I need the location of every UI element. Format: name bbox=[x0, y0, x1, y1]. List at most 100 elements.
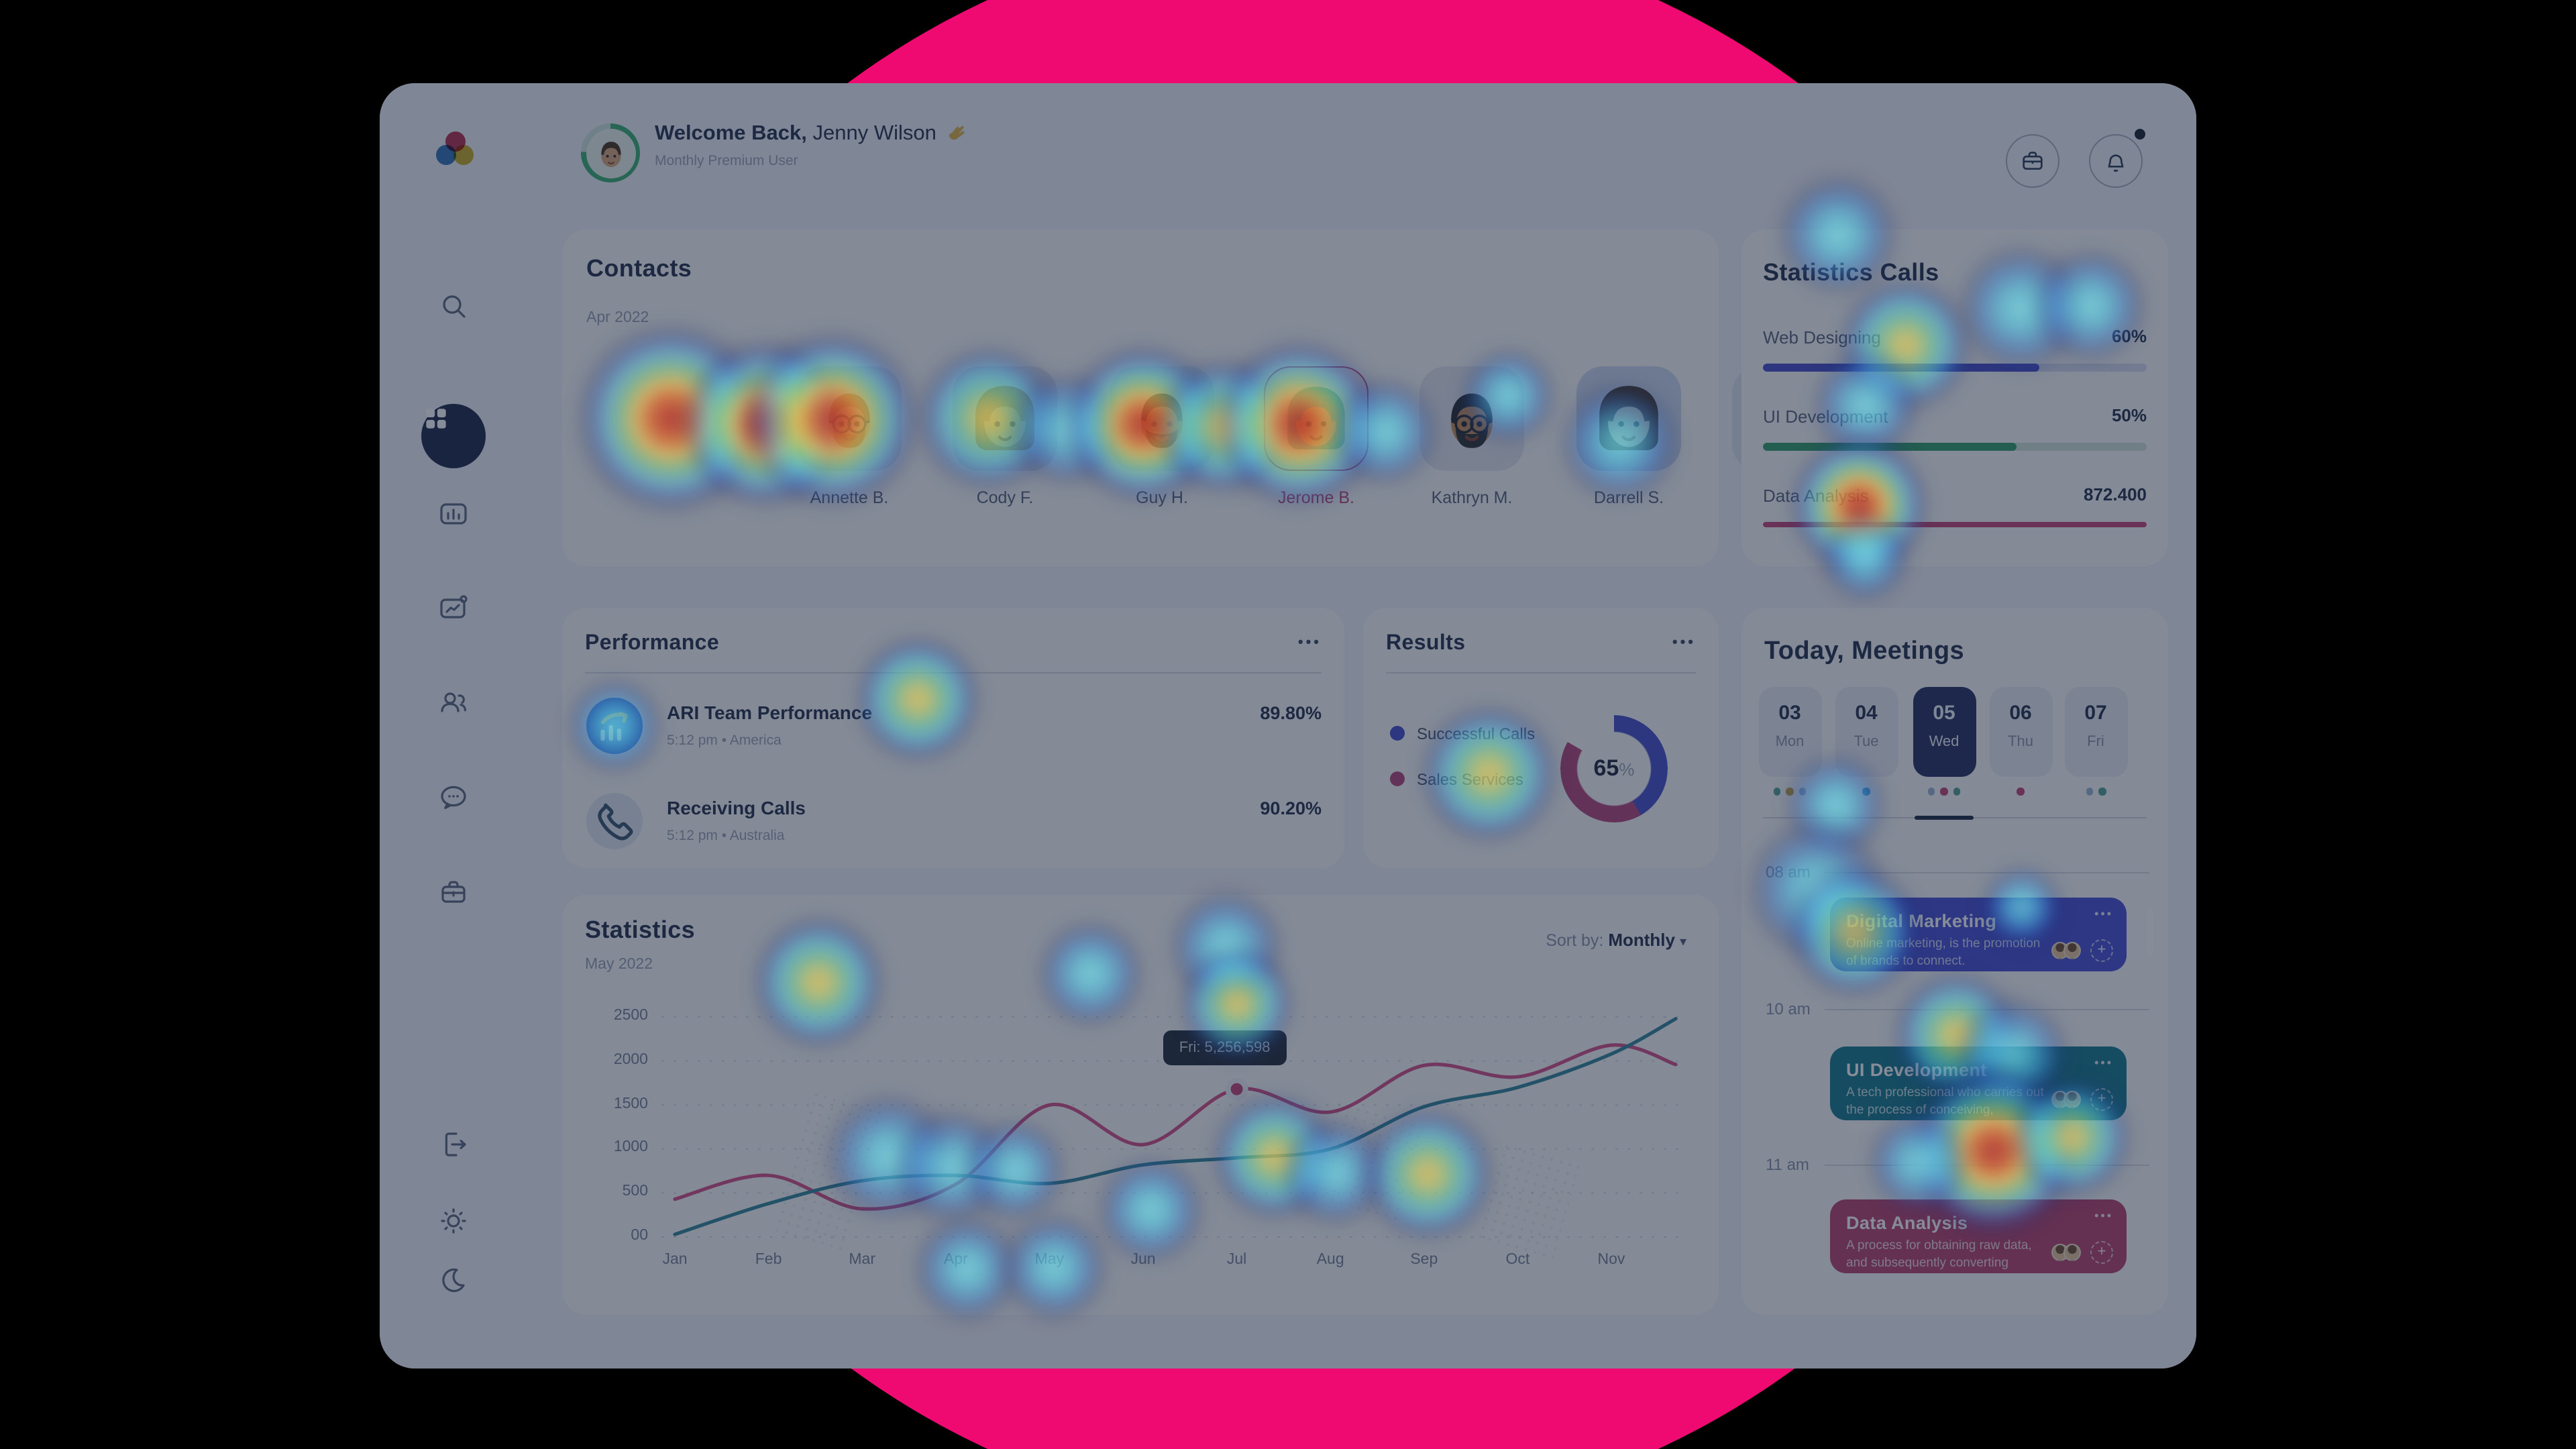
day-number: 04 bbox=[1855, 702, 1878, 724]
sidebar-item-chat[interactable] bbox=[437, 781, 470, 813]
sidebar-item-activity-trend[interactable] bbox=[437, 592, 470, 624]
day-event-dots bbox=[1835, 788, 1898, 796]
logo-yellow-circle bbox=[453, 145, 474, 165]
x-tick-label: Jun bbox=[1130, 1252, 1156, 1268]
sidebar-item-users[interactable] bbox=[437, 686, 470, 718]
stat-call-row: Web Designing 60% bbox=[1763, 326, 2147, 372]
x-tick-label: Aug bbox=[1316, 1252, 1344, 1268]
contact-name: Guy H. bbox=[1136, 488, 1188, 507]
meeting-attendees bbox=[2051, 1091, 2081, 1108]
meeting-card-data-analysis[interactable]: Data Analysis A process for obtaining raw… bbox=[1830, 1199, 2127, 1273]
calendar-day-03[interactable]: 03 Mon bbox=[1758, 687, 1821, 777]
contact-card[interactable]: Darrell S. bbox=[1576, 366, 1681, 507]
chat-icon bbox=[437, 781, 470, 813]
meeting-card-ui-development[interactable]: UI Development A tech professional who ca… bbox=[1830, 1046, 2127, 1134]
calendar-day-05[interactable]: 05 Wed bbox=[1913, 687, 1976, 777]
day-event-dots bbox=[1913, 788, 1976, 796]
contacts-subtitle: Apr 2022 bbox=[586, 310, 649, 326]
add-attendee-button[interactable]: + bbox=[2090, 1088, 2113, 1111]
meeting-title: Data Analysis bbox=[1846, 1213, 1968, 1233]
y-tick-label: 500 bbox=[622, 1183, 648, 1200]
contact-avatar bbox=[1576, 366, 1681, 471]
contact-card[interactable]: Cody F. bbox=[953, 366, 1057, 507]
stat-call-bar bbox=[1763, 522, 2147, 527]
stat-call-value: 60% bbox=[2111, 326, 2147, 346]
performance-panel: Performance ••• ARI Team Performance 5:12… bbox=[562, 608, 1344, 868]
day-name: Fri bbox=[2087, 734, 2104, 750]
meeting-menu-button[interactable]: ••• bbox=[2094, 1056, 2113, 1069]
contact-card[interactable]: Annette B. bbox=[797, 366, 902, 507]
stat-call-label: Web Designing bbox=[1763, 327, 1881, 347]
performance-row-label: Receiving Calls bbox=[667, 797, 806, 818]
performance-row-label: ARI Team Performance bbox=[667, 702, 873, 723]
meeting-title: Digital Marketing bbox=[1846, 911, 1997, 931]
welcome-name: Jenny Wilson bbox=[812, 122, 936, 145]
contact-card[interactable]: Kathryn M. bbox=[1419, 366, 1524, 507]
attendee-avatar bbox=[2063, 1244, 2081, 1261]
add-attendee-button[interactable]: + bbox=[2090, 939, 2113, 962]
sidebar-item-search[interactable] bbox=[437, 290, 470, 322]
sidebar-item-analytics-bars[interactable] bbox=[437, 498, 470, 530]
contact-card[interactable]: Guy H. bbox=[1110, 366, 1214, 507]
stat-call-row: UI Development 50% bbox=[1763, 405, 2147, 451]
contacts-title: Contacts bbox=[586, 255, 692, 282]
calendar-active-indicator bbox=[1915, 816, 1974, 820]
welcome-bold: Welcome Back, bbox=[655, 122, 807, 145]
contact-avatar bbox=[1419, 366, 1524, 471]
x-tick-label: Jan bbox=[662, 1252, 688, 1268]
contacts-panel: Contacts Apr 2022 Annette B. Cody F. Guy H… bbox=[562, 229, 1837, 566]
day-number: 06 bbox=[2009, 702, 2032, 724]
user-avatar-image bbox=[586, 128, 635, 178]
user-avatar[interactable] bbox=[581, 123, 640, 182]
x-tick-label: Nov bbox=[1597, 1252, 1625, 1268]
sidebar-item-light-mode[interactable] bbox=[437, 1205, 470, 1237]
meeting-menu-button[interactable]: ••• bbox=[2094, 907, 2113, 920]
day-name: Tue bbox=[1854, 734, 1879, 750]
meeting-attendees bbox=[2051, 942, 2081, 959]
add-attendee-button[interactable]: + bbox=[2090, 1241, 2113, 1264]
meeting-menu-button[interactable]: ••• bbox=[2094, 1209, 2113, 1222]
sidebar-item-dashboard[interactable] bbox=[421, 404, 486, 468]
slot-line bbox=[1825, 1165, 2149, 1166]
event-dot bbox=[2098, 788, 2106, 795]
calendar-day-07[interactable]: 07 Fri bbox=[2064, 687, 2127, 777]
analytics-bars-icon bbox=[437, 498, 470, 530]
day-name: Wed bbox=[1929, 734, 1960, 750]
x-tick-label: Sep bbox=[1410, 1252, 1438, 1268]
results-menu-button[interactable]: ••• bbox=[1672, 635, 1696, 651]
sidebar-item-dark-mode[interactable] bbox=[437, 1264, 470, 1296]
y-tick-label: 1500 bbox=[613, 1095, 648, 1112]
users-icon bbox=[437, 686, 470, 718]
attendee-avatar bbox=[2063, 1091, 2081, 1108]
day-name: Thu bbox=[2008, 734, 2033, 750]
dashboard-window: Welcome Back, Jenny Wilson Monthly Premi… bbox=[380, 83, 2196, 1368]
meetings-panel: Today, Meetings 03 Mon 04 Tue 05 Wed 06 Thu 07 Fr… bbox=[1741, 608, 2168, 1315]
performance-menu-button[interactable]: ••• bbox=[1297, 635, 1322, 651]
x-tick-label: Oct bbox=[1505, 1252, 1530, 1268]
meeting-card-digital-marketing[interactable]: Digital Marketing Online marketing, is th… bbox=[1830, 898, 2127, 971]
calendar-day-04[interactable]: 04 Tue bbox=[1835, 687, 1898, 777]
scrollbar[interactable] bbox=[2147, 910, 2153, 955]
sidebar-item-logout[interactable] bbox=[437, 1128, 470, 1161]
user-plan-label: Monthly Premium User bbox=[655, 153, 798, 169]
performance-row-value: 89.80% bbox=[1260, 703, 1322, 723]
contact-name: Annette B. bbox=[810, 488, 889, 507]
stat-call-bar-fill bbox=[1763, 522, 2147, 527]
legend-dot bbox=[1390, 771, 1405, 786]
day-name: Mon bbox=[1775, 734, 1805, 750]
contact-avatar bbox=[1264, 366, 1368, 471]
slot-line bbox=[1825, 1009, 2149, 1010]
contact-card[interactable]: Jerome B. bbox=[1264, 366, 1368, 507]
notification-badge bbox=[2135, 129, 2145, 140]
calendar-day-06[interactable]: 06 Thu bbox=[1989, 687, 2052, 777]
notifications-button[interactable] bbox=[2089, 134, 2143, 188]
legend-dot bbox=[1390, 726, 1405, 741]
meeting-description: A process for obtaining raw data, and su… bbox=[1846, 1238, 2032, 1271]
performance-title: Performance bbox=[585, 632, 720, 655]
event-dot bbox=[1799, 788, 1807, 795]
briefcase-button[interactable] bbox=[2006, 134, 2059, 188]
waving-hand-icon bbox=[947, 122, 967, 149]
sidebar-item-briefcase[interactable] bbox=[437, 876, 470, 908]
statistics-calls-title: Statistics Calls bbox=[1763, 259, 1939, 286]
